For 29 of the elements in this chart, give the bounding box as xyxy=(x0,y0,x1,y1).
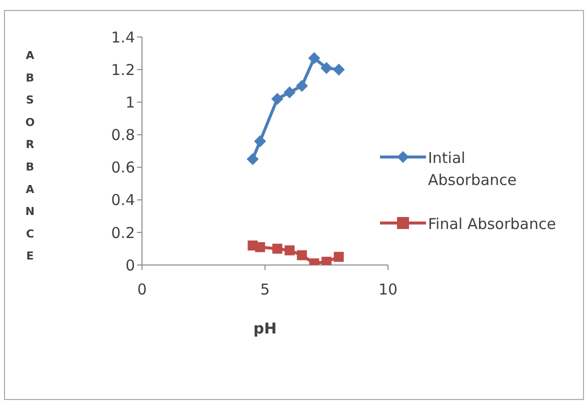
x-tick-label: 0 xyxy=(137,280,147,299)
point xyxy=(255,242,266,252)
y-tick-label: 0.6 xyxy=(111,158,135,177)
point xyxy=(272,244,282,254)
legend-label: Final Absorbance xyxy=(428,214,556,234)
x-axis-title: pH xyxy=(253,320,277,338)
x-tick-label: 5 xyxy=(260,280,270,299)
y-tick-label: 1.4 xyxy=(111,28,135,46)
point xyxy=(296,80,308,92)
y-tick-label: 0.4 xyxy=(111,191,135,210)
y-tick-label: 0.8 xyxy=(111,126,135,144)
point xyxy=(296,250,307,260)
y-tick-label: 1.2 xyxy=(111,60,135,79)
y-tick-label: 0 xyxy=(125,256,135,274)
point xyxy=(254,135,266,148)
point xyxy=(332,64,345,76)
point xyxy=(320,62,332,74)
point xyxy=(308,52,320,64)
point xyxy=(284,245,295,256)
text: ABSORBANCE xyxy=(25,49,35,263)
y-tick-label: 0.2 xyxy=(111,224,135,242)
y-tick-label: 1 xyxy=(125,93,135,112)
point xyxy=(284,86,296,98)
point xyxy=(334,252,344,262)
point xyxy=(246,153,259,166)
legend-label: Intial Absorbance xyxy=(428,148,518,190)
point xyxy=(322,256,332,265)
x-tick-label: 10 xyxy=(378,280,398,299)
point xyxy=(271,92,284,105)
